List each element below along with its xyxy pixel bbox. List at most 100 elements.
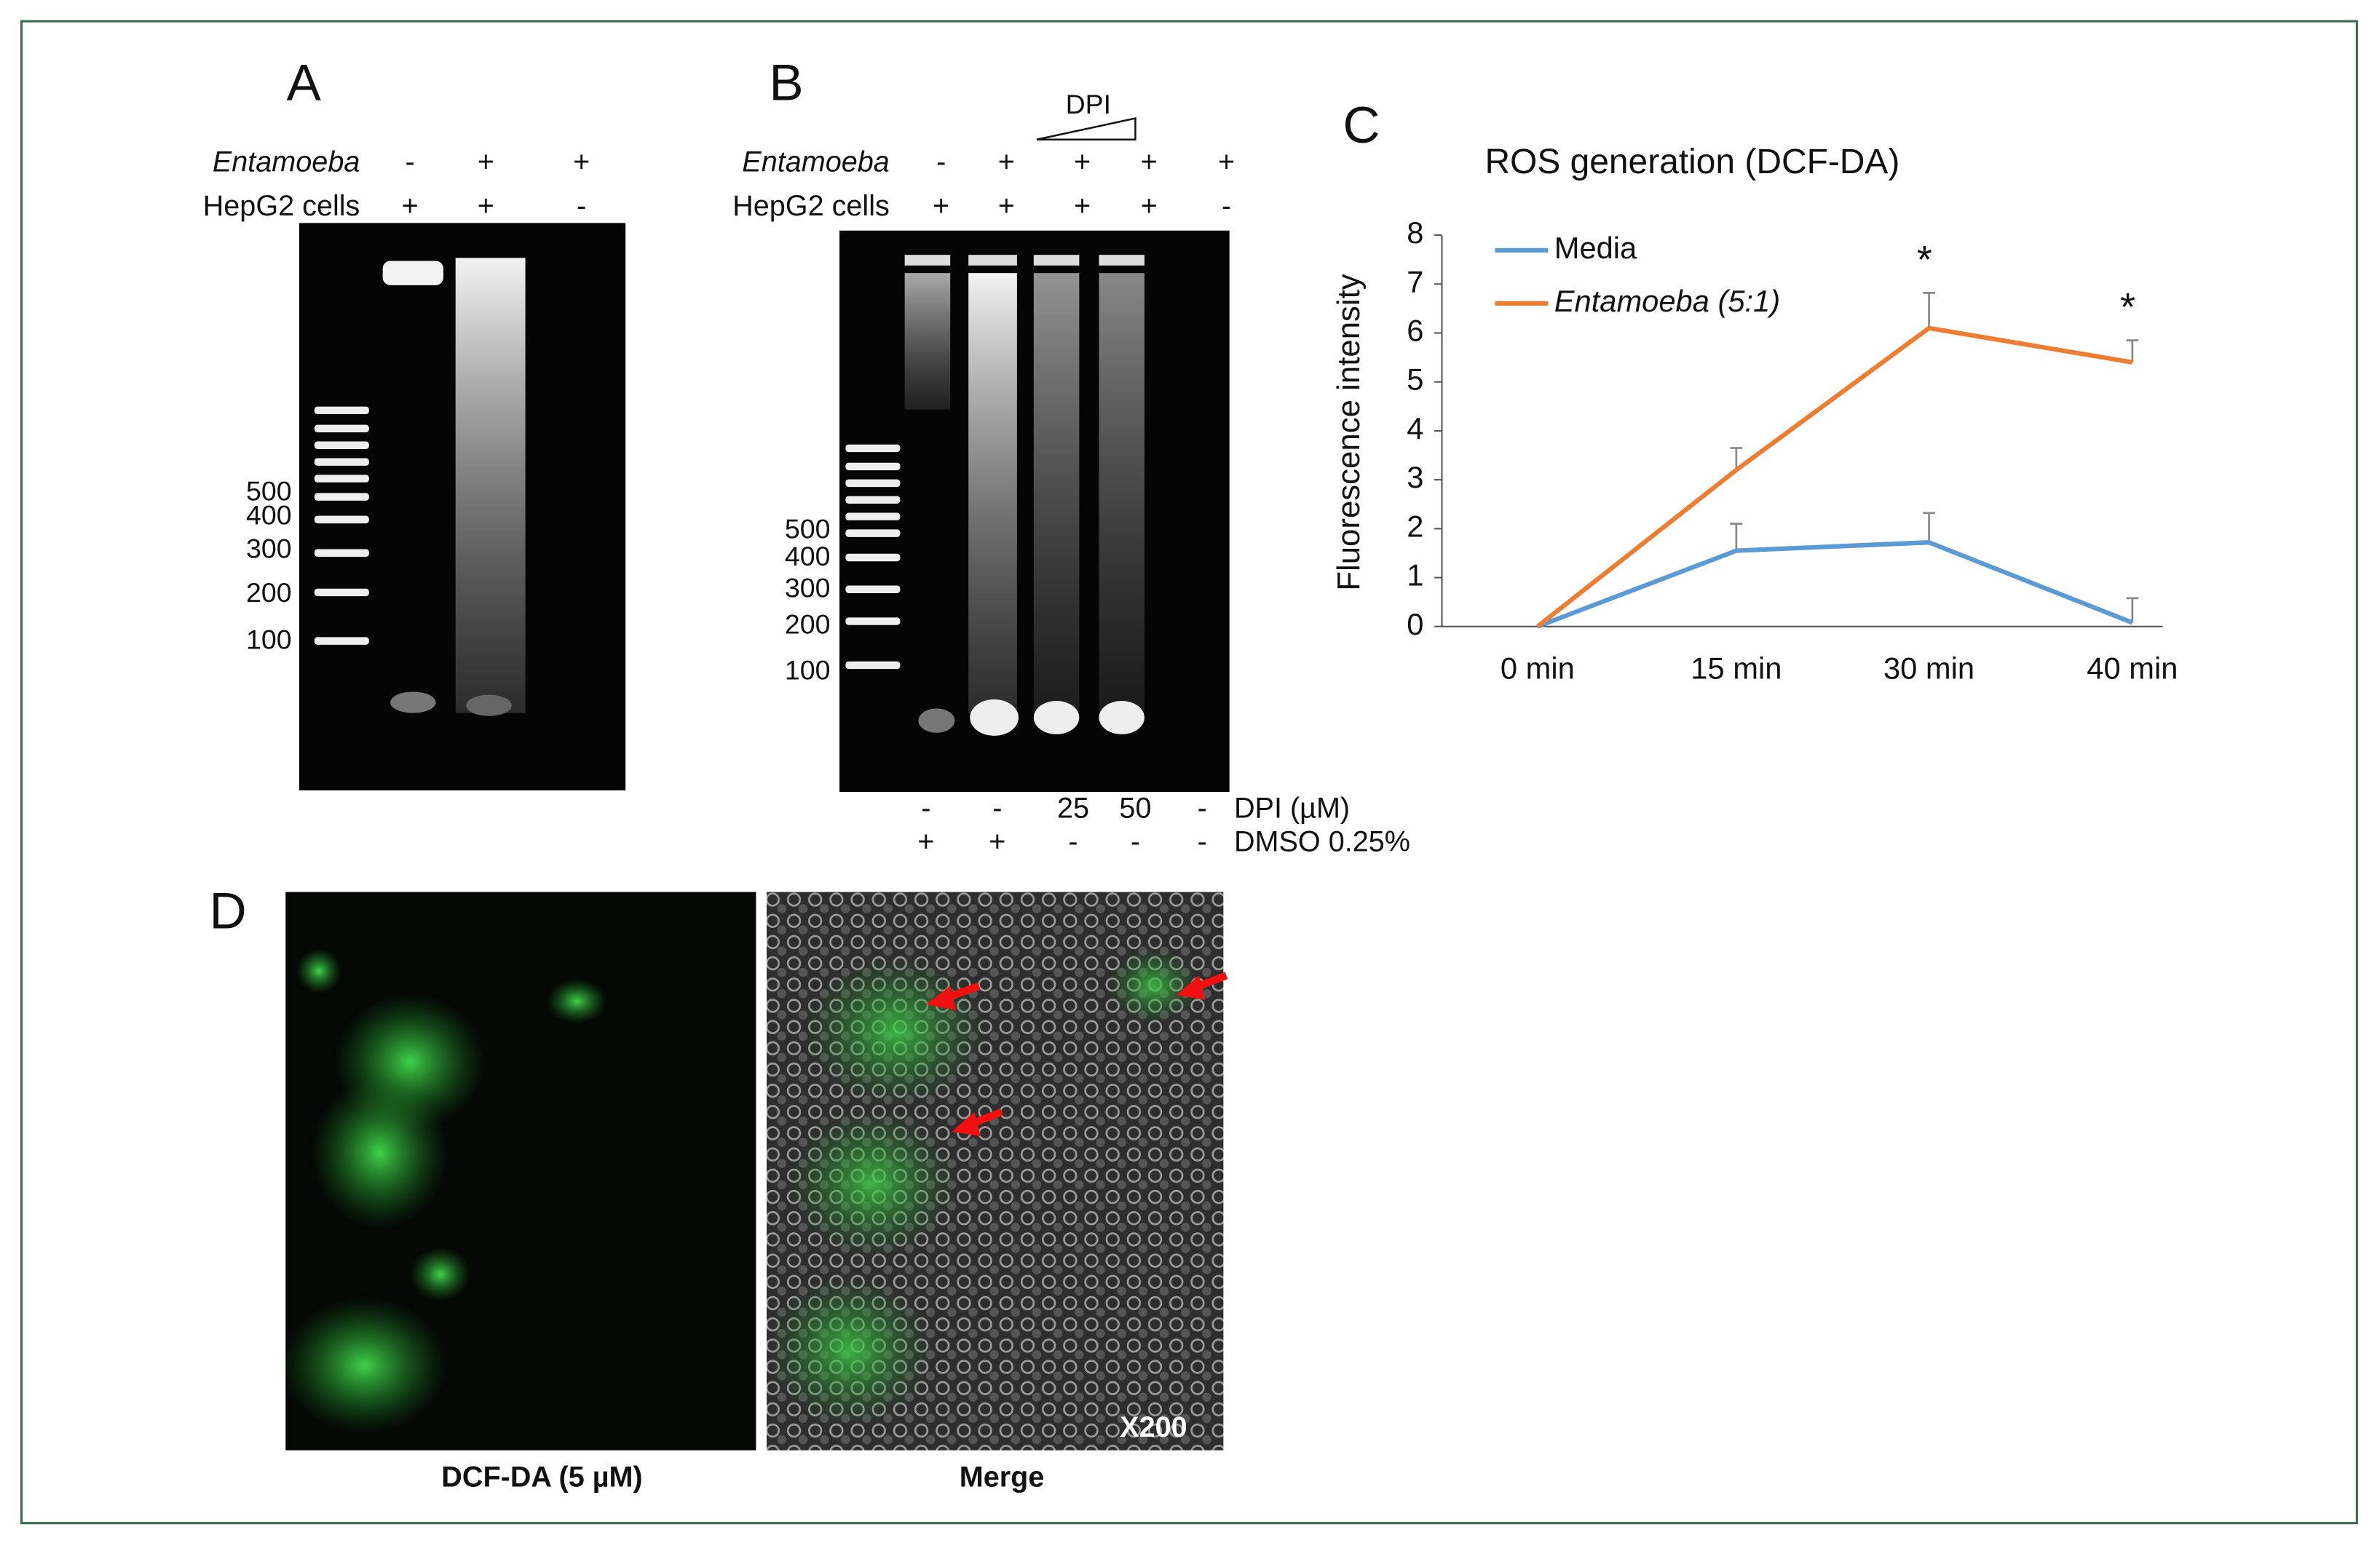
y-tick-label: 8 bbox=[1407, 215, 1423, 250]
y-tick-label: 6 bbox=[1407, 314, 1423, 348]
ladder-band bbox=[845, 496, 901, 504]
lane-mark: + bbox=[1141, 190, 1158, 222]
gel-smear bbox=[1033, 273, 1080, 713]
gel-smear bbox=[455, 258, 526, 713]
y-tick-label: 1 bbox=[1407, 558, 1423, 592]
y-tick-label: 7 bbox=[1407, 264, 1423, 298]
x-tick-label: 30 min bbox=[1883, 651, 1974, 685]
ladder-label: 300 bbox=[246, 533, 292, 564]
frame bbox=[20, 20, 2358, 1525]
y-tick-label: 4 bbox=[1407, 411, 1423, 445]
lane-mark: - bbox=[1222, 190, 1231, 222]
ladder-label: 500 bbox=[785, 513, 831, 544]
chart-title: ROS generation (DCF-DA) bbox=[1484, 143, 1899, 181]
gel-smear bbox=[1099, 273, 1144, 713]
ladder-band bbox=[845, 617, 901, 625]
lane-mark: - bbox=[936, 146, 946, 178]
legend-label: Entamoeba (5:1) bbox=[1554, 284, 1780, 318]
lane-mark: + bbox=[933, 190, 949, 222]
lane-mark: - bbox=[577, 190, 586, 222]
ladder-label: 300 bbox=[785, 573, 831, 603]
gel-wells bbox=[904, 255, 1144, 266]
significance-mark: * bbox=[1917, 238, 1932, 282]
ladder-band bbox=[845, 512, 901, 520]
series-line bbox=[1535, 325, 2133, 629]
ladder-band bbox=[845, 529, 901, 537]
magnification: X200 bbox=[1120, 1411, 1187, 1443]
ladder-label: 400 bbox=[246, 500, 292, 531]
ladder-label: 100 bbox=[785, 654, 831, 685]
lane-mark: + bbox=[573, 146, 590, 178]
gel-band bbox=[466, 694, 512, 716]
ladder-label: 200 bbox=[246, 577, 292, 608]
legend-label: Media bbox=[1554, 231, 1637, 265]
y-tick-label: 5 bbox=[1407, 362, 1423, 397]
row-label: HepG2 cells bbox=[732, 190, 890, 222]
row-label: Entamoeba bbox=[213, 146, 360, 178]
lane-mark: 50 bbox=[1119, 792, 1151, 824]
ladder-band bbox=[314, 549, 369, 557]
ladder-band bbox=[845, 444, 901, 453]
y-tick-label: 0 bbox=[1407, 607, 1423, 641]
ladder-band bbox=[314, 475, 369, 483]
ladder-label: 500 bbox=[246, 475, 292, 506]
lane-mark: + bbox=[478, 146, 494, 178]
lane-mark: - bbox=[921, 792, 930, 824]
lane-mark: + bbox=[1074, 146, 1091, 178]
lane-mark: - bbox=[992, 792, 1002, 824]
lane-mark: + bbox=[989, 825, 1005, 857]
gel-smear bbox=[968, 273, 1017, 713]
panel-label: A bbox=[287, 55, 322, 112]
caption: DCF-DA (5 µM) bbox=[441, 1461, 642, 1494]
ladder-band bbox=[845, 553, 901, 562]
row-label: Entamoeba bbox=[742, 146, 890, 178]
x-tick-label: 0 min bbox=[1501, 651, 1575, 685]
lane-mark: + bbox=[998, 190, 1015, 222]
ladder-band bbox=[314, 441, 369, 449]
gel-smear bbox=[904, 273, 951, 410]
ladder-band bbox=[314, 424, 369, 433]
ladder-band bbox=[314, 588, 369, 597]
ladder-band bbox=[314, 493, 369, 501]
lane-mark: 25 bbox=[1057, 792, 1089, 824]
green-cells bbox=[280, 948, 608, 1434]
ladder-band bbox=[314, 458, 369, 466]
ladder-label: 100 bbox=[246, 624, 292, 655]
ladder-band bbox=[845, 462, 901, 471]
ladder-band bbox=[314, 637, 369, 645]
gel-band bbox=[390, 691, 436, 713]
x-tick-label: 15 min bbox=[1691, 651, 1782, 685]
panel-label: C bbox=[1343, 97, 1380, 154]
lane-mark: + bbox=[1141, 146, 1158, 178]
lane-mark: + bbox=[1074, 190, 1091, 222]
lane-mark: - bbox=[1198, 792, 1207, 824]
ladder-band bbox=[314, 515, 369, 524]
panel-label: D bbox=[209, 883, 246, 940]
gel-bottom-bands bbox=[918, 699, 1144, 736]
panel-label: B bbox=[769, 55, 803, 112]
red-arrows bbox=[925, 972, 1228, 1137]
y-tick-label: 3 bbox=[1407, 460, 1423, 494]
ladder-label: 200 bbox=[785, 609, 831, 640]
lane-mark: + bbox=[478, 190, 494, 222]
lane-mark: - bbox=[1131, 825, 1140, 857]
lane-mark: + bbox=[1218, 146, 1235, 178]
ladder-label: 400 bbox=[785, 541, 831, 571]
lane-mark: - bbox=[1068, 825, 1078, 857]
ladder-band bbox=[845, 479, 901, 488]
gel-band bbox=[382, 261, 444, 285]
x-tick-label: 40 min bbox=[2087, 651, 2178, 685]
lane-mark: - bbox=[406, 146, 415, 178]
row-label: DPI (µM) bbox=[1234, 792, 1350, 824]
caption: Merge bbox=[960, 1461, 1045, 1494]
ladder-band bbox=[845, 585, 901, 593]
dpi-label: DPI bbox=[1066, 89, 1112, 119]
y-tick-label: 2 bbox=[1407, 509, 1423, 543]
row-label: HepG2 cells bbox=[203, 190, 360, 222]
row-label: DMSO 0.25% bbox=[1234, 825, 1410, 857]
lane-mark: - bbox=[1198, 825, 1207, 857]
ladder-band bbox=[314, 406, 369, 415]
series-line bbox=[1536, 540, 2134, 629]
lane-mark: + bbox=[998, 146, 1015, 178]
